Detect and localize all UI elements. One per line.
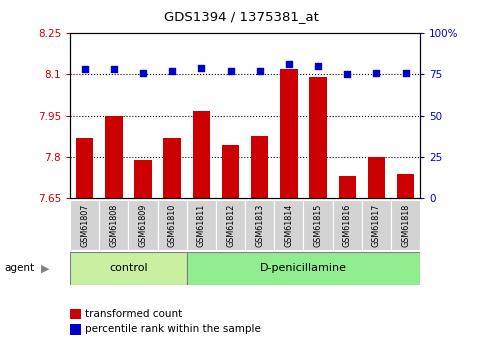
Text: GSM61814: GSM61814 (284, 204, 293, 247)
Bar (397, 174, 414, 198)
Point (402, 70, 410, 75)
Bar (105, 116, 123, 198)
Bar (251, 136, 269, 198)
Bar (339, 176, 356, 198)
Point (314, 63, 322, 69)
Bar (245, 200, 274, 250)
Point (198, 65, 205, 70)
Bar (216, 200, 245, 250)
Bar (163, 138, 181, 198)
Bar (134, 160, 152, 198)
Bar (193, 111, 210, 198)
Point (227, 68, 234, 73)
Point (256, 68, 264, 73)
Bar (309, 77, 327, 198)
Point (168, 68, 176, 73)
Bar (70, 252, 187, 285)
Text: D-penicillamine: D-penicillamine (260, 263, 347, 273)
Point (81, 67, 88, 72)
Text: GSM61815: GSM61815 (313, 204, 323, 247)
Text: GSM61813: GSM61813 (255, 204, 264, 247)
Bar (274, 200, 303, 250)
Text: GSM61807: GSM61807 (80, 204, 89, 247)
Text: GSM61808: GSM61808 (109, 204, 118, 247)
Text: transformed count: transformed count (85, 309, 182, 319)
Bar (76, 138, 93, 198)
Bar (187, 200, 216, 250)
Text: GSM61817: GSM61817 (372, 204, 381, 247)
Bar (391, 200, 420, 250)
Text: ▶: ▶ (41, 264, 50, 273)
Text: GSM61810: GSM61810 (168, 204, 177, 247)
Text: GSM61812: GSM61812 (226, 204, 235, 247)
Text: percentile rank within the sample: percentile rank within the sample (85, 325, 260, 334)
Bar (362, 200, 391, 250)
Point (139, 70, 147, 75)
Bar (157, 200, 187, 250)
Point (343, 71, 351, 77)
Text: control: control (109, 263, 148, 273)
Text: GSM61818: GSM61818 (401, 204, 410, 247)
Bar (99, 200, 128, 250)
Bar (303, 200, 333, 250)
Point (372, 70, 380, 75)
Bar (70, 200, 99, 250)
Bar (222, 145, 239, 198)
Bar (333, 200, 362, 250)
Text: GDS1394 / 1375381_at: GDS1394 / 1375381_at (164, 10, 319, 23)
Text: agent: agent (5, 264, 35, 273)
Bar (128, 200, 157, 250)
Text: GSM61809: GSM61809 (139, 204, 147, 247)
Bar (368, 157, 385, 198)
Point (285, 61, 293, 67)
Bar (280, 69, 298, 198)
Bar (187, 252, 420, 285)
Text: GSM61816: GSM61816 (343, 204, 352, 247)
Point (110, 67, 118, 72)
Text: GSM61811: GSM61811 (197, 204, 206, 247)
